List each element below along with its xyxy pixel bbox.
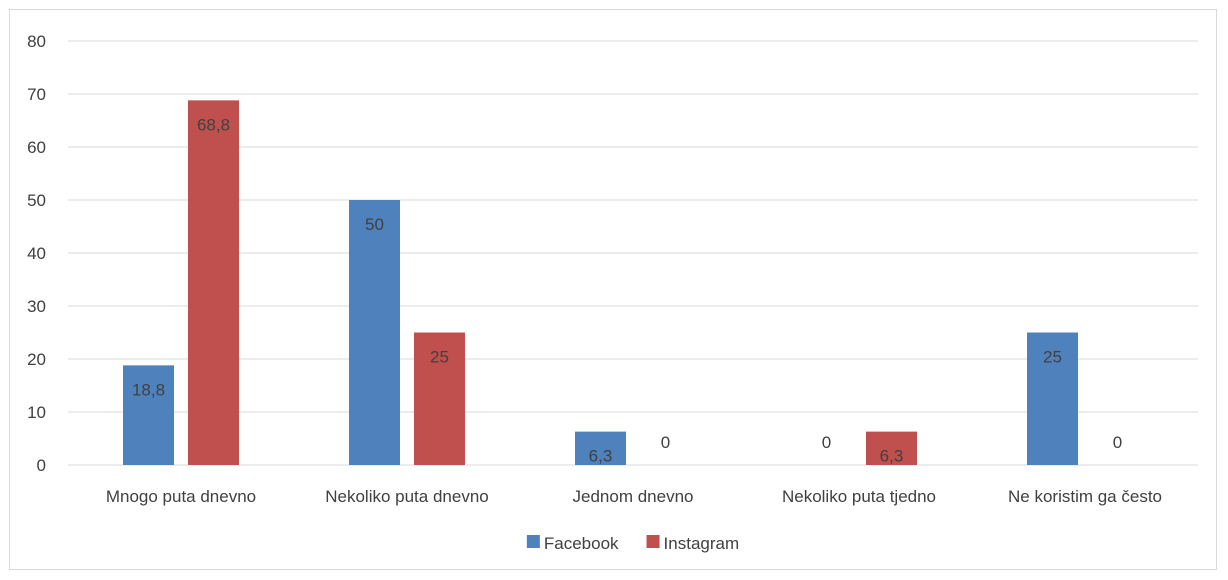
- x-tick-label-jednom-dnevno: Jednom dnevno: [573, 487, 694, 506]
- x-tick-label-nekoliko-puta-tjedno: Nekoliko puta tjedno: [782, 487, 936, 506]
- y-tick-label-80: 80: [27, 32, 46, 51]
- x-tick-label-mnogo-puta-dnevno: Mnogo puta dnevno: [106, 487, 256, 506]
- y-tick-label-20: 20: [27, 350, 46, 369]
- y-tick-label-30: 30: [27, 297, 46, 316]
- x-tick-label-ne-koristim-ga-cesto: Ne koristim ga često: [1008, 487, 1162, 506]
- data-label-facebook-jednom-dnevno: 6,3: [589, 447, 613, 466]
- legend-swatch-instagram: [646, 535, 660, 548]
- legend-item-facebook: Facebook: [526, 534, 619, 553]
- data-label-instagram-nekoliko-puta-tjedno: 6,3: [880, 447, 904, 466]
- data-label-facebook-mnogo-puta-dnevno: 18,8: [132, 380, 165, 399]
- y-tick-label-0: 0: [37, 456, 46, 475]
- data-label-instagram-mnogo-puta-dnevno: 68,8: [197, 115, 230, 134]
- legend-label-facebook: Facebook: [544, 534, 619, 553]
- y-tick-label-40: 40: [27, 244, 46, 263]
- y-tick-label-10: 10: [27, 403, 46, 422]
- data-label-facebook-nekoliko-puta-dnevno: 50: [365, 215, 384, 234]
- data-label-instagram-jednom-dnevno: 0: [661, 433, 670, 452]
- bar-facebook-mnogo-puta-dnevno: [123, 365, 174, 465]
- data-label-facebook-ne-koristim-ga-cesto: 25: [1043, 348, 1062, 367]
- x-tick-label-nekoliko-puta-dnevno: Nekoliko puta dnevno: [325, 487, 489, 506]
- bar-facebook-jednom-dnevno: [575, 431, 626, 465]
- y-tick-label-70: 70: [27, 85, 46, 104]
- bar-instagram-mnogo-puta-dnevno: [188, 100, 239, 466]
- data-label-facebook-nekoliko-puta-tjedno: 0: [822, 433, 831, 452]
- data-label-instagram-nekoliko-puta-dnevno: 25: [430, 348, 449, 367]
- bar-facebook-ne-koristim-ga-cesto: [1027, 332, 1078, 465]
- legend-label-instagram: Instagram: [664, 534, 740, 553]
- bar-facebook-nekoliko-puta-dnevno: [349, 200, 400, 465]
- legend-swatch-facebook: [526, 535, 540, 548]
- y-tick-label-50: 50: [27, 191, 46, 210]
- bar-instagram-nekoliko-puta-dnevno: [414, 332, 465, 465]
- y-tick-label-60: 60: [27, 138, 46, 157]
- legend-item-instagram: Instagram: [646, 534, 740, 553]
- bar-instagram-nekoliko-puta-tjedno: [866, 431, 917, 465]
- data-label-instagram-ne-koristim-ga-cesto: 0: [1113, 433, 1122, 452]
